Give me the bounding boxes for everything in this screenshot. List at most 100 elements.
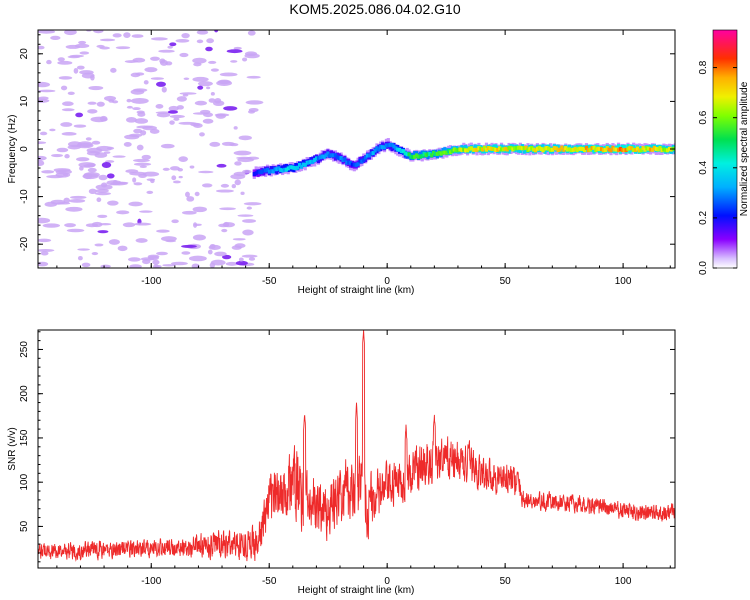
noise-blob	[128, 201, 143, 207]
signal-cell	[633, 147, 638, 152]
noise-blob	[152, 259, 160, 265]
signal-cell	[492, 147, 496, 152]
signal-cell	[303, 162, 307, 167]
noise-blob	[149, 128, 160, 134]
noise-blob	[139, 165, 147, 168]
colorbar-label: Normalized spectral amplitude	[739, 81, 750, 216]
signal-cell	[547, 146, 551, 151]
noise-blob	[202, 118, 214, 124]
noise-blob	[127, 257, 141, 262]
noise-blob	[38, 217, 51, 224]
noise-blob	[230, 60, 238, 63]
noise-blob	[246, 206, 252, 210]
signal-cell	[299, 164, 304, 169]
signal-cell	[477, 146, 481, 151]
noise-blob	[238, 135, 252, 141]
signal-cell	[643, 147, 647, 152]
signal-cell	[392, 144, 396, 149]
signal-cell	[582, 148, 587, 153]
signal-cell	[262, 168, 266, 173]
signal-cell	[437, 150, 441, 155]
signal-cell	[341, 158, 345, 163]
signal-cell	[390, 144, 394, 152]
signal-cell	[433, 151, 438, 156]
noise-blob	[191, 263, 200, 268]
signal-cell	[260, 169, 264, 174]
noise-blob	[209, 262, 216, 268]
noise-blob	[38, 155, 47, 161]
signal-cell	[313, 158, 317, 163]
signal-cell	[667, 146, 672, 151]
noise-blob	[108, 239, 120, 245]
noise-blob	[156, 251, 168, 256]
signal-cell	[441, 150, 445, 155]
signal-cell	[331, 153, 336, 158]
signal-cell	[658, 145, 662, 150]
signal-cell	[575, 148, 579, 153]
signal-cell	[365, 153, 370, 158]
signal-cell	[347, 160, 351, 165]
noise-blob	[193, 123, 203, 128]
signal-cell	[532, 147, 536, 152]
signal-cell	[632, 147, 636, 152]
noise-blob	[242, 219, 257, 223]
noise-blob	[171, 175, 177, 181]
noise-blob	[159, 58, 166, 64]
signal-cell	[296, 165, 300, 170]
noise-blob	[196, 39, 204, 44]
signal-cell	[479, 146, 483, 151]
signal-cell	[454, 148, 458, 153]
y-tick-label: -20	[19, 237, 30, 252]
signal-cell	[641, 145, 645, 150]
signal-cell	[535, 146, 540, 151]
signal-cell	[339, 155, 343, 160]
signal-cell	[607, 147, 611, 152]
noise-blob	[222, 254, 232, 260]
noise-blob	[136, 125, 153, 129]
noise-blob	[181, 251, 191, 255]
noise-blob	[181, 244, 197, 248]
noise-blob	[223, 106, 238, 111]
noise-blob	[91, 140, 101, 145]
noise-blob	[225, 261, 239, 266]
signal-cell	[605, 146, 609, 151]
noise-blob	[168, 105, 179, 112]
noise-blob	[247, 30, 256, 36]
noise-blob	[125, 169, 139, 174]
signal-cell	[649, 147, 653, 152]
signal-cell	[364, 155, 368, 160]
signal-cell	[501, 147, 506, 152]
signal-cell	[526, 148, 530, 153]
noise-blob	[88, 188, 97, 194]
signal-cell	[603, 148, 607, 153]
signal-cell	[269, 169, 273, 174]
noise-blob	[130, 97, 149, 104]
noise-blob	[70, 195, 87, 199]
noise-blob	[41, 170, 55, 174]
noise-blob	[162, 264, 176, 267]
signal-cell	[537, 145, 541, 150]
signal-cell	[622, 148, 626, 153]
noise-blob	[210, 68, 219, 72]
noise-blob	[150, 37, 168, 41]
signal-cell	[541, 144, 545, 152]
signal-cell	[484, 147, 489, 152]
colorbar-tick-label: 0.8	[698, 60, 709, 74]
signal-cell	[611, 145, 615, 150]
noise-blob	[241, 254, 258, 258]
signal-cell	[277, 166, 281, 171]
noise-blob	[67, 55, 81, 59]
signal-cell	[645, 146, 649, 151]
signal-cell	[594, 147, 598, 152]
signal-cell	[509, 145, 513, 150]
signal-cell	[375, 146, 379, 151]
signal-cell	[460, 147, 464, 152]
signal-cell	[358, 158, 362, 163]
noise-blob	[87, 109, 98, 114]
signal-cell	[413, 154, 417, 159]
signal-cell	[335, 155, 339, 160]
noise-blob	[97, 214, 108, 219]
noise-blob	[77, 248, 90, 251]
noise-blob	[134, 118, 149, 124]
